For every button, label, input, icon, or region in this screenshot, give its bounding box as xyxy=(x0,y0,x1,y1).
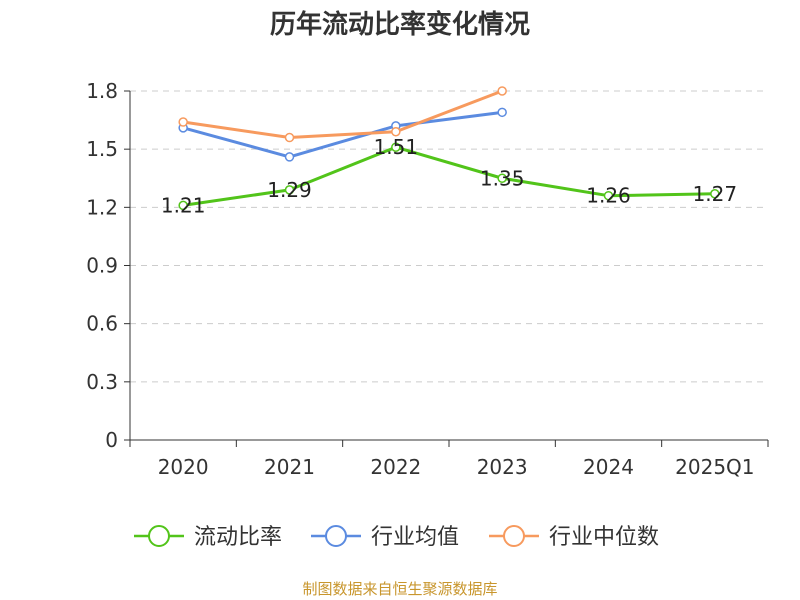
y-tick-label: 0.9 xyxy=(86,254,118,278)
series xyxy=(178,86,720,211)
x-tick-label: 2020 xyxy=(158,455,209,479)
legend-swatch-marker xyxy=(148,525,170,547)
legend: 流动比率 行业均值 行业中位数 xyxy=(134,525,659,550)
data-point xyxy=(497,107,507,118)
data-point xyxy=(391,142,401,152)
data-label: 1.27 xyxy=(693,182,738,206)
source-note: 制图数据来自恒生聚源数据库 xyxy=(302,580,498,598)
axes: 0 0.3 0.6 0.9 1.2 1.5 1.8 2020 2021 2022 2023 2024 2… xyxy=(86,79,769,479)
x-tick-label: 2021 xyxy=(264,455,315,479)
data-point xyxy=(284,152,295,162)
legend-label: 行业均值 xyxy=(371,525,459,550)
data-point xyxy=(284,132,295,143)
series-line xyxy=(182,145,715,207)
data-labels: 1.21 1.29 1.51 1.35 1.26 1.27 xyxy=(161,135,737,217)
y-tick-label: 1.2 xyxy=(86,195,118,219)
chart-title: 历年流动比率变化情况 xyxy=(269,10,530,40)
series-line xyxy=(182,89,503,140)
data-point xyxy=(391,126,401,137)
data-label: 1.51 xyxy=(374,135,419,159)
x-tick-label: 2023 xyxy=(477,455,528,479)
y-tick-label: 1.8 xyxy=(86,79,118,103)
y-tick-label: 0 xyxy=(105,428,118,452)
y-tick-label: 1.5 xyxy=(86,137,118,161)
legend-label: 行业中位数 xyxy=(549,525,659,550)
data-label: 1.35 xyxy=(480,166,525,190)
data-point xyxy=(603,190,614,201)
legend-swatch-marker xyxy=(325,525,347,547)
legend-swatch-marker xyxy=(503,525,525,547)
x-tick-label: 2022 xyxy=(370,455,421,479)
y-tick-label: 0.6 xyxy=(86,312,118,336)
data-point xyxy=(178,200,188,211)
data-label: 1.26 xyxy=(586,184,631,208)
data-label: 1.21 xyxy=(161,193,206,217)
series-line xyxy=(182,110,503,159)
data-point xyxy=(497,86,507,96)
x-tick-label: 2025Q1 xyxy=(675,455,754,479)
y-tick-label: 0.3 xyxy=(86,370,118,394)
data-point xyxy=(178,117,188,127)
data-point xyxy=(710,189,720,199)
legend-label: 流动比率 xyxy=(194,525,282,550)
grid-lines xyxy=(130,90,768,383)
data-point xyxy=(497,173,507,183)
data-label: 1.29 xyxy=(267,178,312,202)
x-tick-label: 2024 xyxy=(583,455,634,479)
data-point xyxy=(284,185,295,195)
